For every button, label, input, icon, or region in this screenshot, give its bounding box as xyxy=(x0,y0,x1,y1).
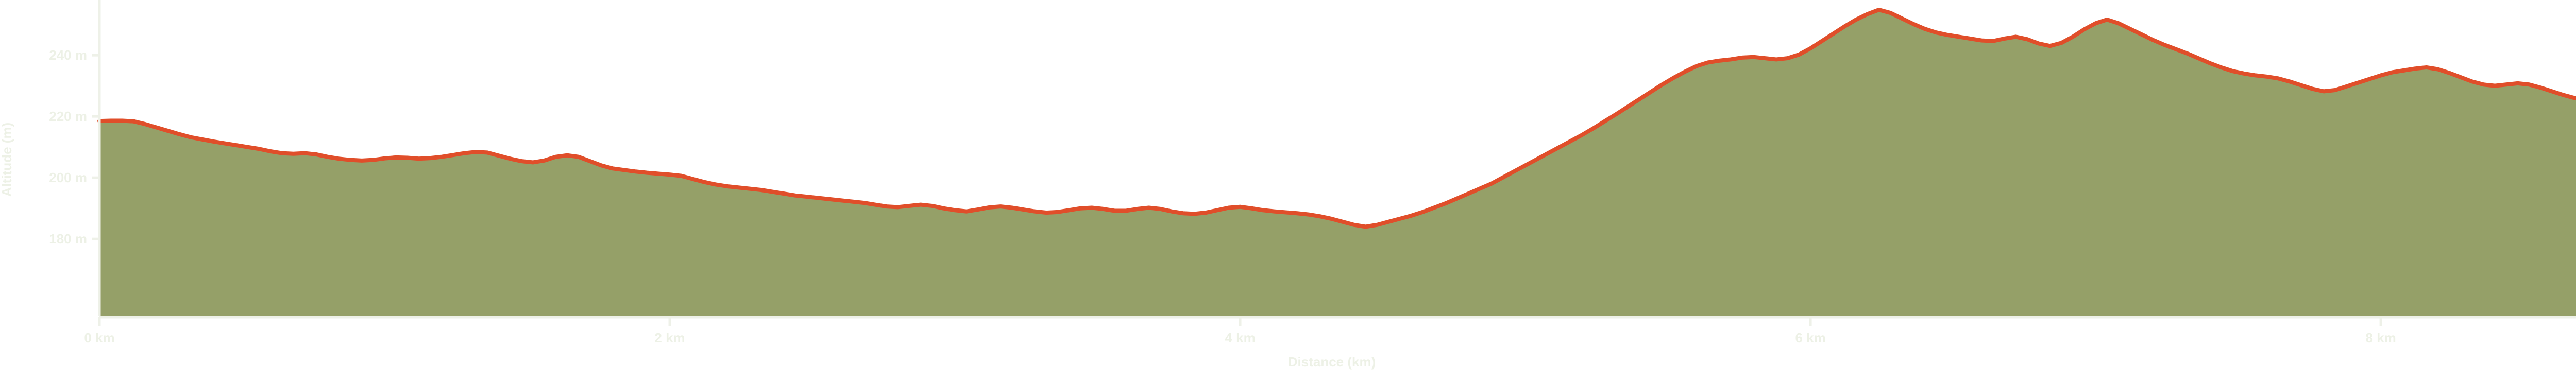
x-tick-label-2: 4 km xyxy=(1225,330,1255,345)
x-tick-label-0: 0 km xyxy=(84,330,114,345)
x-axis-ticks: 0 km 2 km 4 km 6 km 8 km xyxy=(84,317,2396,345)
y-tick-label-1: 220 m xyxy=(49,109,87,124)
y-axis-title: Altitude (m) xyxy=(0,123,14,197)
x-tick-label-1: 2 km xyxy=(654,330,685,345)
x-axis-title: Distance (km) xyxy=(1288,354,1376,370)
y-tick-label-3: 180 m xyxy=(49,231,87,247)
elevation-area-fill xyxy=(99,10,2576,316)
y-axis-ticks: 240 m 220 m 200 m 180 m xyxy=(49,47,99,247)
x-tick-label-4: 8 km xyxy=(2365,330,2396,345)
y-tick-label-0: 240 m xyxy=(49,47,87,63)
x-tick-label-3: 6 km xyxy=(1795,330,1825,345)
y-tick-label-2: 200 m xyxy=(49,170,87,185)
elevation-line xyxy=(97,8,2576,229)
